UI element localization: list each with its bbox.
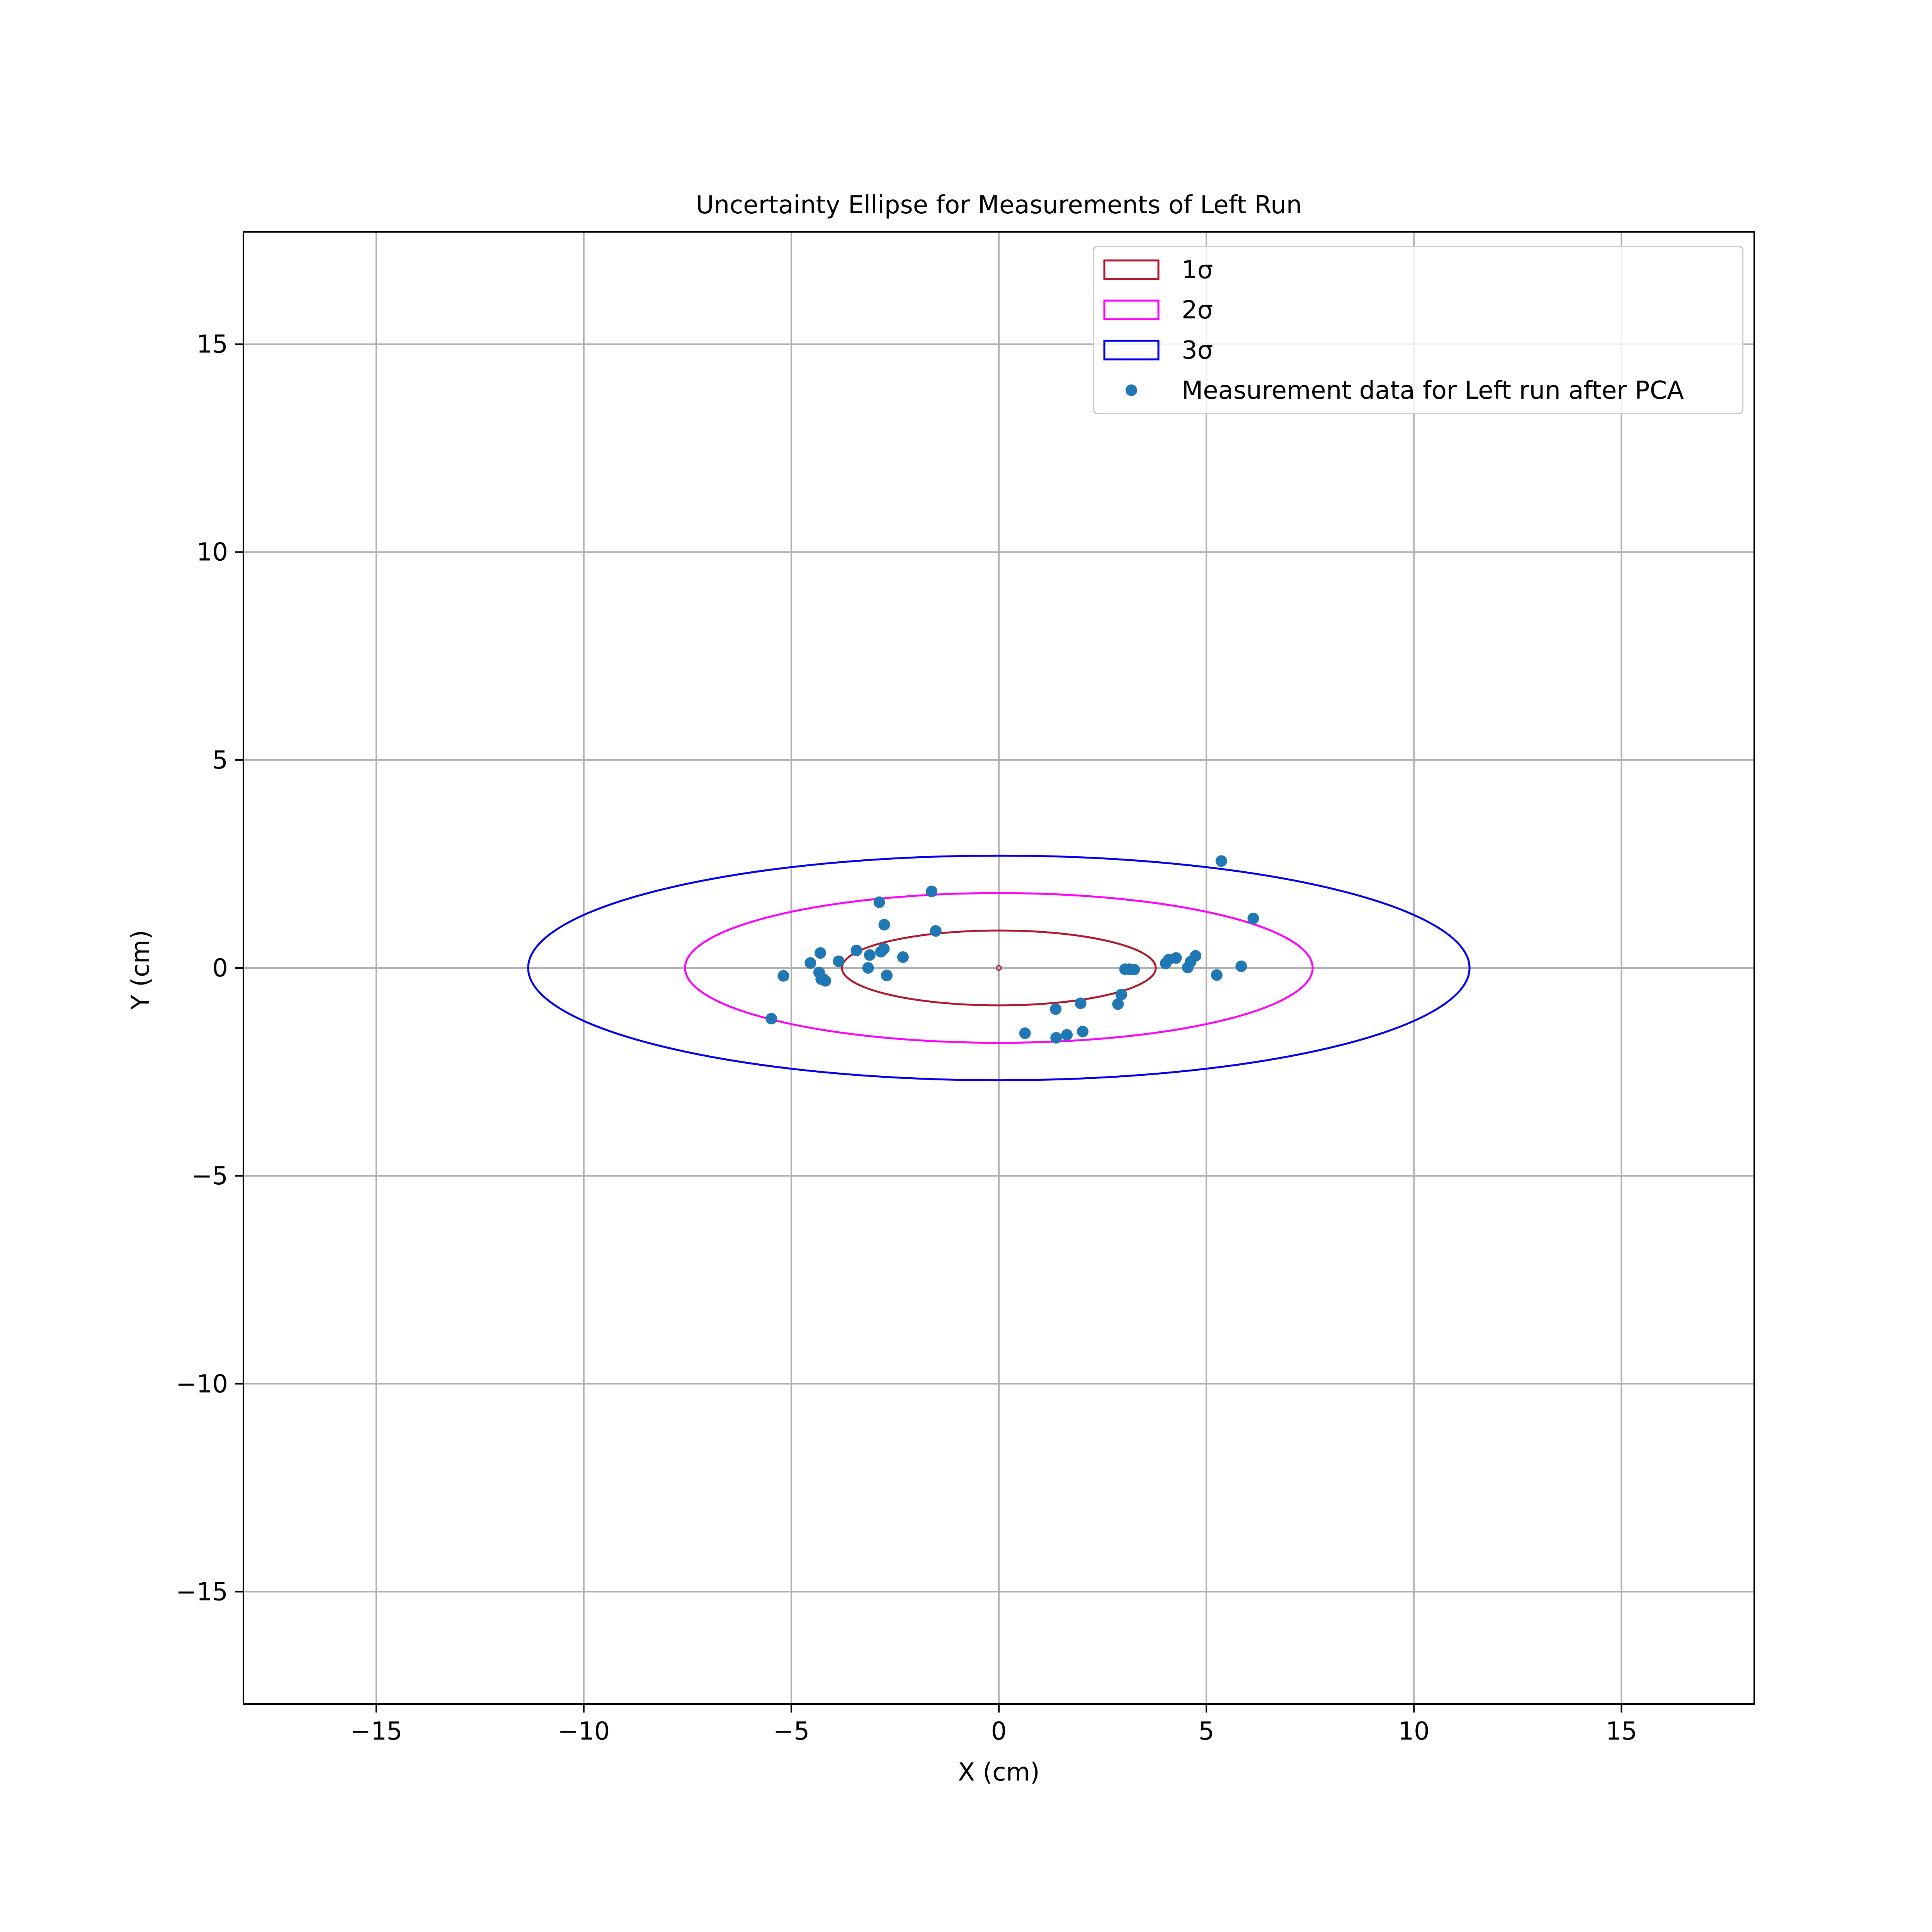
x-tick-label: −5 [773, 1717, 810, 1746]
x-tick-label: −10 [558, 1717, 610, 1746]
data-point [815, 947, 827, 959]
chart-title: Uncertainty Ellipse for Measurements of … [696, 191, 1302, 219]
data-point [1050, 1032, 1062, 1044]
legend-swatch-2sigma [1103, 299, 1160, 320]
ellipse-3sigma [527, 854, 1471, 1082]
data-point [1182, 961, 1194, 973]
data-point [765, 1013, 777, 1025]
legend: 1σ 2σ 3σ Measurement data for Left run afte… [1093, 246, 1743, 414]
x-tick-label: 5 [1199, 1717, 1214, 1746]
legend-swatch-3sigma [1103, 340, 1160, 361]
x-tick-label: −15 [350, 1717, 402, 1746]
data-points [765, 855, 1259, 1044]
y-axis-label: Y (cm) [126, 930, 155, 1010]
ellipses [527, 854, 1471, 1082]
legend-label-2sigma: 2σ [1182, 296, 1213, 325]
y-tick-label: −15 [176, 1578, 228, 1606]
data-point [897, 951, 909, 963]
data-point [862, 962, 874, 974]
data-point [925, 885, 937, 897]
data-point [878, 919, 890, 931]
y-axis: −15 −10 −5 0 5 10 15 [176, 330, 243, 1606]
data-point [1112, 998, 1124, 1010]
data-point [1075, 997, 1087, 1009]
center-marker [996, 965, 1002, 971]
grid [243, 232, 1754, 1704]
data-point [1050, 1003, 1062, 1015]
x-axis-label: X (cm) [958, 1758, 1040, 1787]
legend-label-series: Measurement data for Left run after PCA [1182, 376, 1684, 405]
data-point [1128, 964, 1140, 976]
data-point [850, 944, 862, 956]
plot-area [243, 231, 1755, 1705]
x-tick-label: 15 [1606, 1717, 1637, 1746]
data-point [930, 925, 942, 937]
data-point [777, 970, 789, 982]
legend-box [1093, 246, 1743, 414]
data-point [864, 949, 876, 961]
ellipse-1sigma [841, 929, 1157, 1007]
data-point [1235, 960, 1247, 972]
y-tick-label: −10 [176, 1370, 228, 1398]
legend-label-1sigma: 1σ [1182, 256, 1213, 284]
legend-swatch-1sigma [1103, 259, 1160, 280]
y-tick-label: −5 [192, 1162, 228, 1190]
data-point [881, 969, 893, 981]
y-tick-label: 0 [212, 954, 228, 983]
legend-marker [1126, 384, 1137, 396]
y-tick-label: 5 [212, 746, 228, 775]
y-tick-label: 10 [197, 538, 228, 567]
data-point [1077, 1026, 1088, 1037]
ellipse-2sigma [684, 892, 1314, 1044]
x-tick-label: 10 [1398, 1717, 1429, 1746]
legend-label-3sigma: 3σ [1182, 336, 1213, 365]
data-point [1061, 1029, 1073, 1041]
data-point [1215, 855, 1227, 867]
data-point [833, 955, 845, 967]
data-point [1247, 912, 1259, 924]
data-point [875, 946, 887, 958]
data-point [873, 896, 885, 908]
data-point [1160, 957, 1172, 969]
x-axis: −15 −10 −5 0 5 10 15 [350, 1704, 1637, 1746]
data-point [1019, 1027, 1031, 1039]
data-point [818, 973, 830, 985]
y-tick-label: 15 [197, 330, 228, 359]
data-point [1211, 969, 1223, 981]
data-point [804, 957, 816, 969]
data-point [1115, 988, 1127, 1000]
x-tick-label: 0 [991, 1717, 1007, 1746]
